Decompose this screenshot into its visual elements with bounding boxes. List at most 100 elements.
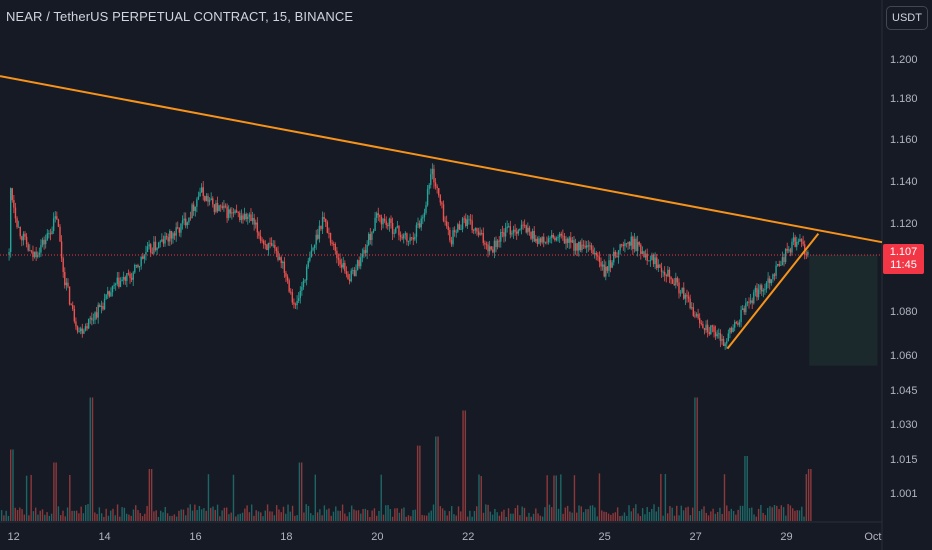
candle-body	[336, 250, 338, 258]
candle-body	[325, 218, 327, 223]
candle-body	[134, 264, 136, 273]
candle-body	[608, 260, 610, 271]
candle-body	[552, 234, 554, 238]
candle-body	[94, 312, 96, 320]
y-tick-label: 1.080	[890, 306, 918, 318]
volume-bar	[439, 506, 442, 521]
volume-bar	[19, 507, 21, 521]
candle-body	[673, 283, 675, 286]
volume-bar	[537, 513, 539, 521]
candle-body	[695, 314, 698, 316]
volume-bar	[32, 511, 35, 521]
candle-body	[698, 318, 701, 324]
candle-body	[16, 218, 18, 228]
y-tick-label: 1.200	[890, 54, 918, 66]
volume-bar	[691, 507, 694, 521]
volume-bar	[798, 510, 801, 521]
candle-body	[671, 279, 674, 284]
volume-bar	[12, 449, 14, 521]
candle-body	[735, 322, 737, 324]
candle-body	[293, 302, 295, 305]
candle-body	[525, 225, 527, 233]
candle-body	[97, 304, 99, 318]
currency-unit-button[interactable]: USDT	[886, 6, 928, 30]
candle-body	[578, 241, 580, 251]
volume-bar	[44, 514, 46, 521]
candle-body	[636, 242, 639, 252]
candle-body	[496, 240, 499, 248]
candle-body	[95, 312, 98, 318]
volume-bar	[187, 507, 189, 521]
volume-bar	[776, 505, 778, 521]
candle-body	[92, 319, 95, 321]
candle-body	[116, 277, 118, 284]
candle-body	[315, 234, 317, 245]
candle-body	[285, 272, 287, 277]
volume-bar	[3, 515, 5, 521]
candle-body	[368, 233, 370, 245]
volume-bar	[419, 445, 421, 521]
volume-bar	[719, 507, 721, 521]
volume-bar	[319, 509, 321, 521]
candle-body	[474, 228, 477, 231]
candle-body	[353, 270, 356, 276]
candle-body	[535, 238, 537, 242]
volume-bar	[712, 508, 714, 521]
candle-body	[270, 243, 273, 246]
volume-bar	[30, 474, 32, 521]
volume-bar	[39, 510, 41, 521]
candle-body	[662, 271, 664, 273]
candle-body	[800, 238, 803, 242]
volume-bar	[457, 506, 460, 521]
candle-body	[27, 244, 29, 251]
volume-bar	[551, 507, 553, 521]
candle-body	[146, 246, 149, 253]
candle-body	[302, 280, 305, 287]
volume-bar	[630, 511, 632, 521]
volume-bar	[535, 508, 537, 521]
candle-body	[554, 237, 556, 241]
candle-body	[425, 205, 427, 213]
bar-countdown: 11:45	[890, 259, 917, 271]
candle-body	[379, 215, 381, 217]
candle-body	[789, 249, 792, 253]
candle-body	[791, 241, 793, 253]
volume-bar	[607, 513, 610, 521]
candle-body	[697, 314, 699, 319]
candle-body	[391, 223, 394, 234]
volume-bar	[396, 508, 398, 521]
volume-bar	[150, 469, 153, 521]
volume-bar	[641, 508, 644, 521]
candle-body	[388, 218, 391, 227]
candle-body	[527, 227, 529, 233]
volume-bar	[182, 509, 185, 521]
volume-bar	[237, 514, 239, 521]
volume-bar	[573, 475, 576, 521]
volume-bar	[748, 508, 751, 521]
volume-bar	[173, 514, 176, 521]
candle-body	[776, 264, 779, 266]
candle-body	[702, 324, 704, 329]
ascending-trendline	[726, 233, 820, 350]
candle-body	[493, 240, 496, 253]
candle-body	[301, 286, 303, 291]
candle-body	[614, 251, 617, 257]
candle-body	[356, 260, 359, 271]
volume-bar	[398, 512, 401, 521]
volume-bar	[651, 508, 653, 521]
volume-bar	[28, 515, 30, 521]
y-tick-label: 1.160	[890, 134, 918, 146]
volume-bar	[153, 511, 155, 521]
volume-bar	[623, 512, 626, 521]
candle-body	[334, 244, 336, 251]
volume-bar	[548, 504, 551, 521]
candle-body	[25, 236, 28, 245]
candle-body	[444, 220, 446, 222]
candle-body	[764, 289, 766, 291]
volume-bar	[223, 507, 226, 521]
volume-bar	[75, 510, 78, 521]
candle-body	[135, 264, 138, 266]
volume-bar	[626, 515, 628, 521]
